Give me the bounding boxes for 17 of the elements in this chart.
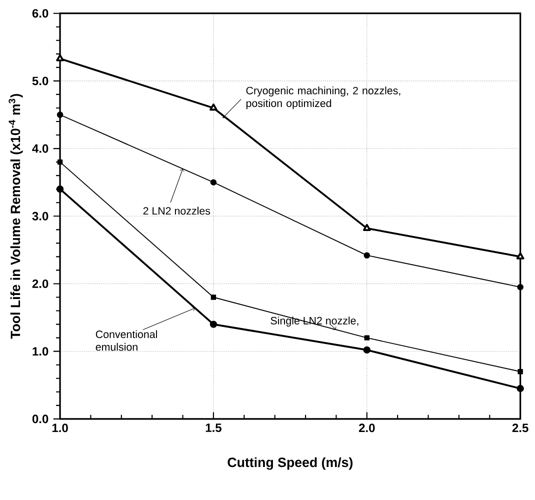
y-tick-label: 0.0 — [32, 414, 48, 424]
y-tick-label: 4.0 — [32, 144, 48, 153]
y-tick-label: 2.0 — [32, 279, 48, 288]
x-tick-label: 1.5 — [206, 423, 222, 432]
y-tick-label: 1.0 — [32, 346, 48, 356]
annotation: Cryogenic machining, 2 nozzles, position optimized — [246, 86, 400, 110]
y-tick-label: 6.0 — [32, 8, 48, 18]
annotation: 2 LN2 nozzles — [143, 206, 210, 214]
x-tick-label: 2.5 — [512, 423, 528, 432]
y-axis-title: Tool Life in Volume Removal (x10$^{-4}$ m$^{3}$) — [8, 94, 23, 339]
y-tick-label: 3.0 — [32, 212, 48, 220]
x-tick-label: 2.0 — [358, 423, 375, 432]
annotation: Conventional emulsion — [96, 330, 157, 351]
x-tick-label: 1.0 — [52, 423, 68, 432]
annotation: Single LN2 nozzle, — [270, 316, 358, 326]
x-axis-title: Cutting Speed (m/s) — [228, 457, 353, 470]
y-tick-label: 5.0 — [32, 76, 48, 86]
